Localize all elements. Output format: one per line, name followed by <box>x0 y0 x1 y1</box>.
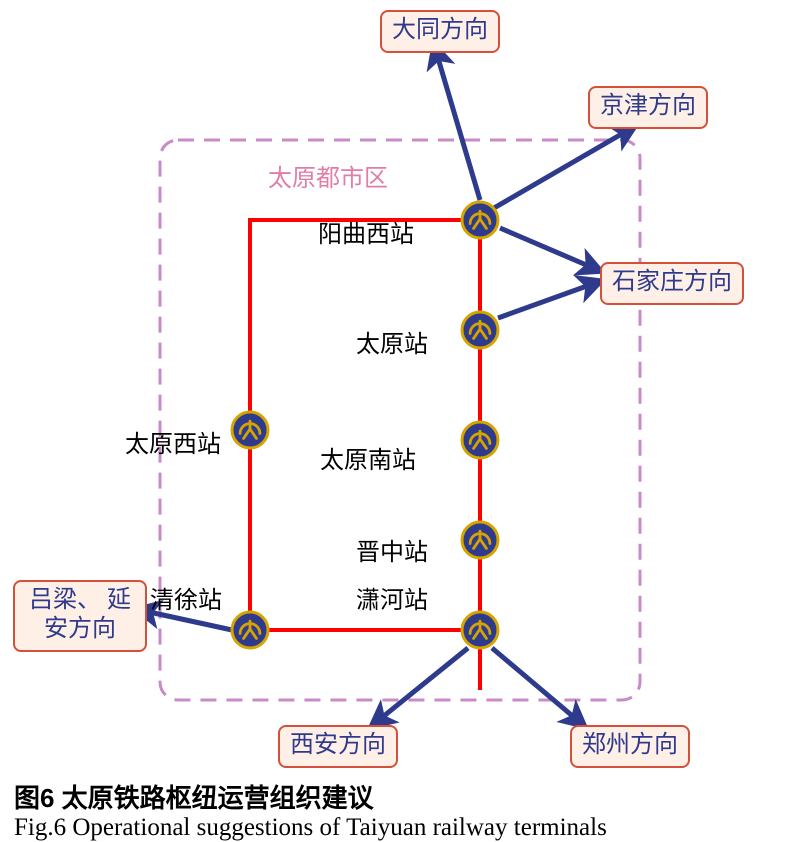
station-label-xiaohe: 潇河站 <box>356 580 428 615</box>
station-icon-xiaohe <box>462 612 498 648</box>
direction-shijiazhuang: 石家庄方向 <box>600 262 744 305</box>
direction-jingjin: 京津方向 <box>588 86 708 129</box>
direction-arrow-1 <box>494 128 632 208</box>
direction-datong: 大同方向 <box>380 10 500 53</box>
station-label-taiyuannan: 太原南站 <box>320 440 416 475</box>
caption-chinese: 图6 太原铁路枢纽运营组织建议 <box>14 778 374 815</box>
station-icon-taiyuanxi <box>232 412 268 448</box>
station-icon-taiyuannan <box>462 422 498 458</box>
direction-arrow-0 <box>435 48 480 200</box>
station-icon-yangquxi <box>462 202 498 238</box>
direction-lvliang-yanan: 吕梁、 延安方向 <box>13 580 147 652</box>
direction-arrow-6 <box>492 648 582 724</box>
direction-xian: 西安方向 <box>278 725 398 768</box>
station-label-taiyuanxi: 太原西站 <box>125 424 221 459</box>
direction-arrow-2 <box>500 228 598 270</box>
station-icon-taiyuan <box>462 312 498 348</box>
direction-zhengzhou: 郑州方向 <box>570 725 690 768</box>
station-label-yangquxi: 阳曲西站 <box>318 214 414 249</box>
station-label-jinzhong: 晋中站 <box>356 532 428 567</box>
direction-arrow-5 <box>374 648 468 724</box>
direction-arrow-3 <box>498 282 598 318</box>
caption-english: Fig.6 Operational suggestions of Taiyuan… <box>14 814 607 842</box>
station-icon-qingxu <box>232 612 268 648</box>
station-label-taiyuan: 太原站 <box>356 324 428 359</box>
region-label: 太原都市区 <box>268 158 388 193</box>
station-icon-jinzhong <box>462 522 498 558</box>
diagram-canvas: 太原都市区 大同方向 京津方向 石家庄方向 吕梁、 延安方向 西安方向 郑州方向… <box>0 0 800 828</box>
station-label-qingxu: 清徐站 <box>150 580 222 615</box>
